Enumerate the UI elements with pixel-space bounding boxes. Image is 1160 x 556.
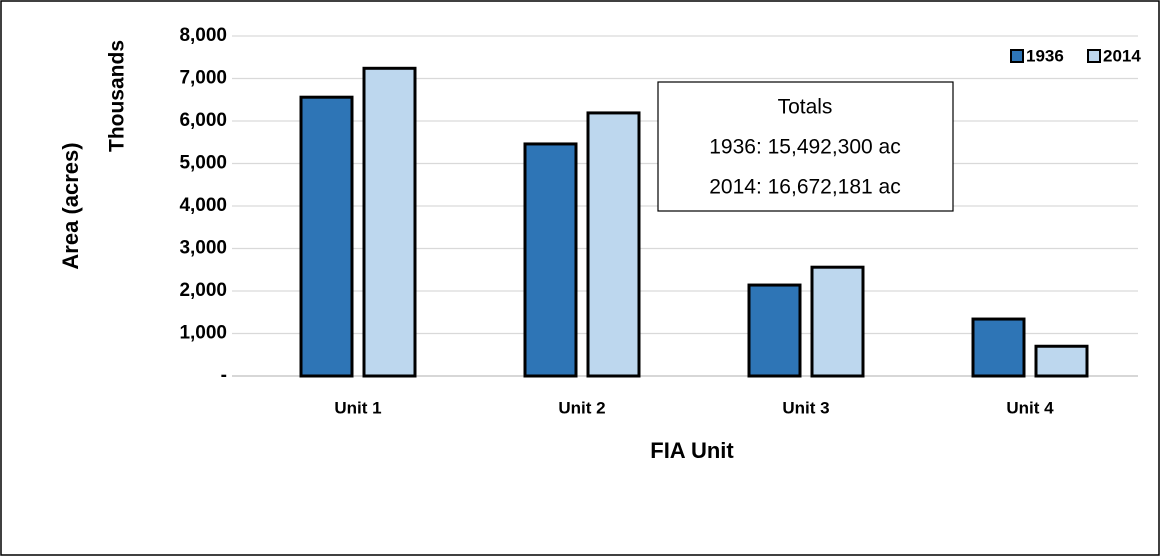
annotation-box xyxy=(657,81,954,212)
annotation-title: Totals xyxy=(778,96,833,119)
y-tick-label: 3,000 xyxy=(179,238,227,259)
annotation-line: 1936: 15,492,300 ac xyxy=(709,136,901,159)
annotation-line: 2014: 16,672,181 ac xyxy=(709,176,901,199)
bar xyxy=(1034,344,1089,378)
y-tick-label: 7,000 xyxy=(179,68,227,89)
bar xyxy=(299,95,354,378)
bar xyxy=(523,142,578,378)
bar xyxy=(362,66,417,378)
legend-label: 1936 xyxy=(1026,46,1064,65)
y-tick-label: 4,000 xyxy=(179,195,227,216)
bar xyxy=(747,283,802,378)
y-unit-label: Thousands xyxy=(106,40,129,152)
x-axis-label: FIA Unit xyxy=(650,438,734,463)
bar xyxy=(586,111,641,378)
y-tick-label: - xyxy=(221,365,227,386)
legend-swatch xyxy=(1010,49,1024,63)
bar xyxy=(971,317,1026,378)
y-tick-label: 6,000 xyxy=(179,110,227,131)
x-tick-label: Unit 4 xyxy=(1006,398,1054,417)
y-tick-label: 8,000 xyxy=(179,25,227,46)
y-tick-label: 2,000 xyxy=(179,280,227,301)
y-tick-label: 1,000 xyxy=(179,323,227,344)
y-axis-label: Area (acres) xyxy=(58,142,83,269)
x-tick-label: Unit 3 xyxy=(782,398,829,417)
x-tick-label: Unit 2 xyxy=(558,398,605,417)
legend-label: 2014 xyxy=(1103,46,1141,65)
legend-swatch xyxy=(1087,49,1101,63)
bar xyxy=(810,265,865,378)
y-tick-label: 5,000 xyxy=(179,153,227,174)
x-tick-label: Unit 1 xyxy=(334,398,381,417)
